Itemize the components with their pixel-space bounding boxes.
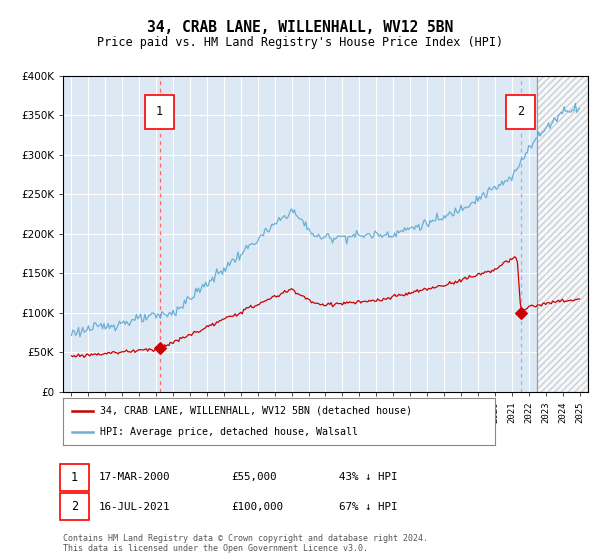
- FancyBboxPatch shape: [506, 95, 535, 129]
- Text: Contains HM Land Registry data © Crown copyright and database right 2024.
This d: Contains HM Land Registry data © Crown c…: [63, 534, 428, 553]
- Point: [155, 344, 164, 353]
- Text: 2: 2: [517, 105, 524, 119]
- Text: 1: 1: [156, 105, 163, 119]
- Text: £55,000: £55,000: [231, 472, 277, 482]
- FancyBboxPatch shape: [145, 95, 174, 129]
- Text: HPI: Average price, detached house, Walsall: HPI: Average price, detached house, Wals…: [100, 427, 358, 437]
- Point: [516, 309, 526, 318]
- Text: 67% ↓ HPI: 67% ↓ HPI: [339, 502, 397, 512]
- Text: 1: 1: [71, 470, 78, 484]
- Text: 43% ↓ HPI: 43% ↓ HPI: [339, 472, 397, 482]
- Text: 17-MAR-2000: 17-MAR-2000: [99, 472, 170, 482]
- Text: 16-JUL-2021: 16-JUL-2021: [99, 502, 170, 512]
- Text: £100,000: £100,000: [231, 502, 283, 512]
- Text: Price paid vs. HM Land Registry's House Price Index (HPI): Price paid vs. HM Land Registry's House …: [97, 36, 503, 49]
- Text: 34, CRAB LANE, WILLENHALL, WV12 5BN: 34, CRAB LANE, WILLENHALL, WV12 5BN: [147, 20, 453, 35]
- Text: 2: 2: [71, 500, 78, 514]
- Text: 34, CRAB LANE, WILLENHALL, WV12 5BN (detached house): 34, CRAB LANE, WILLENHALL, WV12 5BN (det…: [100, 406, 412, 416]
